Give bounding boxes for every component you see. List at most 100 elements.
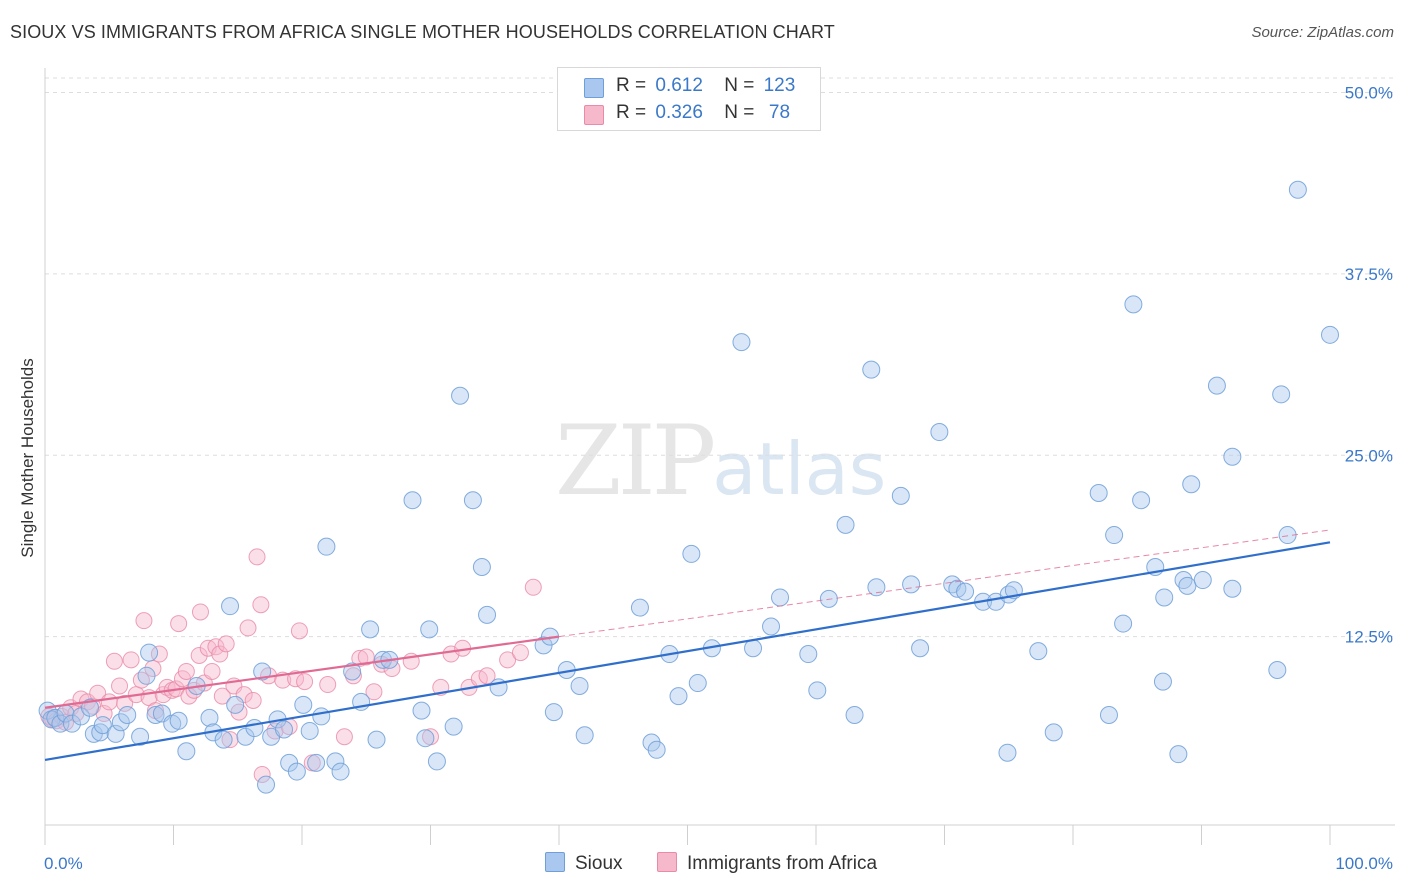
sioux-point (902, 575, 921, 594)
sioux-point (1155, 588, 1174, 607)
africa-point (511, 644, 529, 662)
sioux-point (137, 666, 156, 685)
chart-title: SIOUX VS IMMIGRANTS FROM AFRICA SINGLE M… (10, 22, 835, 42)
sioux-point (570, 676, 589, 695)
sioux-point (412, 701, 431, 720)
bottom-legend-label-africa: Immigrants from Africa (687, 853, 878, 874)
sioux-point (1169, 745, 1188, 764)
sioux-point (91, 723, 110, 742)
africa-point (252, 596, 270, 614)
tick-labels: 12.5% 25.0% 37.5% 50.0% 0.0% 100.0% (44, 84, 1393, 873)
sioux-point (630, 598, 649, 617)
legend-r-label: R = (616, 75, 647, 96)
sioux-point (257, 775, 276, 794)
africa-point (235, 686, 253, 704)
source-label: Source: ZipAtlas.com (1251, 24, 1394, 41)
sioux-point (46, 708, 65, 727)
sioux-point (131, 727, 150, 746)
sioux-point (287, 762, 306, 781)
sioux-point (361, 620, 380, 639)
sioux-point (177, 742, 196, 761)
africa-point (290, 622, 308, 640)
legend-swatch-sioux (584, 78, 604, 98)
africa-point (100, 693, 118, 711)
watermark-zip: ZIP (555, 405, 716, 517)
africa-point (170, 615, 188, 633)
sioux-point (427, 752, 446, 771)
africa-point (335, 728, 353, 746)
sioux-point (808, 681, 827, 700)
sioux-trend-line (44, 541, 1331, 762)
africa-point (239, 619, 257, 637)
x-tick-label: 100.0% (1335, 854, 1393, 873)
sioux-point (312, 707, 331, 726)
sioux-point (367, 730, 386, 749)
sioux-point (169, 711, 188, 730)
sioux-point (1099, 705, 1118, 724)
africa-point (191, 603, 209, 621)
sioux-point (845, 705, 864, 724)
bottom-legend-swatch-sioux (545, 852, 565, 872)
africa-point (190, 646, 208, 664)
sioux-point (106, 724, 125, 743)
sioux-point (300, 721, 319, 740)
sioux-point (420, 620, 439, 639)
sioux-point (478, 605, 497, 624)
sioux-point (771, 588, 790, 607)
y-tick-label: 25.0% (1345, 446, 1393, 465)
legend-r-value: 0.326 (655, 102, 703, 123)
watermark: ZIPatlas (555, 405, 886, 517)
africa-point (248, 548, 266, 566)
sioux-point (1124, 295, 1143, 314)
sioux-point (275, 720, 294, 739)
africa-point (365, 683, 383, 701)
sioux-point (111, 713, 130, 732)
africa-point (116, 694, 134, 712)
legend-r-value: 0.612 (655, 75, 703, 96)
sioux-point (62, 714, 81, 733)
trend-lines (44, 529, 1331, 762)
legend: R = 0.612 N = 123 R = 0.326 N = 78 (557, 67, 821, 131)
africa-trend-line (44, 635, 560, 709)
sioux-point (451, 386, 470, 405)
sioux-point (1132, 491, 1151, 510)
sioux-point (140, 643, 159, 662)
sioux-point (214, 730, 233, 749)
bottom-legend-africa: Immigrants from Africa (657, 852, 877, 875)
sioux-point (1182, 475, 1201, 494)
sioux-point (226, 695, 245, 714)
africa-point (203, 662, 221, 680)
sioux-point (930, 423, 949, 442)
legend-text-sioux: R = 0.612 N = 123 (616, 75, 795, 97)
sioux-point (891, 486, 910, 505)
legend-n-value: 78 (763, 102, 791, 123)
sioux-point (307, 753, 326, 772)
y-tick-label: 37.5% (1345, 265, 1393, 284)
sioux-point (326, 752, 345, 771)
sioux-point (294, 695, 313, 714)
sioux-point (575, 726, 594, 745)
africa-point (177, 662, 195, 680)
sioux-point (416, 729, 435, 748)
watermark-atlas: atlas (712, 427, 887, 511)
sioux-point (1044, 723, 1063, 742)
legend-swatch-africa (584, 105, 604, 125)
bottom-legend-swatch-africa (657, 852, 677, 872)
sioux-point (463, 491, 482, 510)
africa-point (478, 667, 496, 685)
sioux-point (1089, 483, 1108, 502)
y-tick-label: 12.5% (1345, 628, 1393, 647)
sioux-point (118, 705, 137, 724)
africa-point (351, 649, 369, 667)
sioux-point (245, 719, 264, 738)
sioux-point (544, 703, 563, 722)
sioux-point (867, 578, 886, 597)
sioux-point (146, 705, 165, 724)
sioux-point (762, 617, 781, 636)
sioux-point (956, 582, 975, 601)
legend-r-label: R = (616, 102, 647, 123)
africa-point (357, 648, 375, 666)
sioux-point (998, 743, 1017, 762)
sioux-point (1321, 325, 1339, 344)
